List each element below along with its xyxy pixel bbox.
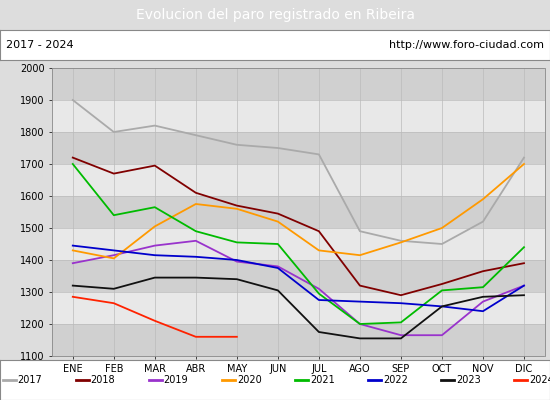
Bar xyxy=(52,196,544,228)
Bar xyxy=(52,164,544,196)
Text: 2022: 2022 xyxy=(383,375,408,385)
Bar xyxy=(52,100,544,132)
Text: 2020: 2020 xyxy=(237,375,262,385)
Bar xyxy=(52,292,544,324)
Text: 2019: 2019 xyxy=(164,375,188,385)
Bar xyxy=(52,260,544,292)
Text: 2018: 2018 xyxy=(91,375,116,385)
Bar xyxy=(52,324,544,356)
Text: http://www.foro-ciudad.com: http://www.foro-ciudad.com xyxy=(389,40,544,50)
Bar xyxy=(52,132,544,164)
Text: 2024: 2024 xyxy=(529,375,550,385)
Bar xyxy=(52,228,544,260)
Bar xyxy=(52,68,544,100)
Text: 2023: 2023 xyxy=(456,375,481,385)
Text: 2017: 2017 xyxy=(18,375,42,385)
Text: 2017 - 2024: 2017 - 2024 xyxy=(6,40,73,50)
Text: Evolucion del paro registrado en Ribeira: Evolucion del paro registrado en Ribeira xyxy=(135,8,415,22)
Text: 2021: 2021 xyxy=(310,375,334,385)
